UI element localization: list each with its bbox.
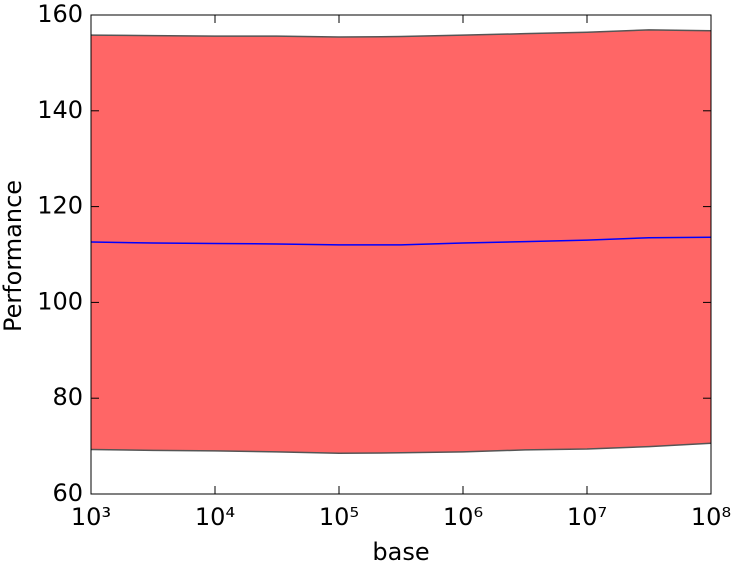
y-tick-label: 100 [37, 287, 83, 315]
band [91, 29, 711, 454]
x-tick-label: 10⁴ [195, 503, 235, 531]
x-tick-label: 10⁵ [319, 503, 359, 531]
x-tick-label: 10³ [71, 503, 111, 531]
y-tick-label: 80 [52, 383, 83, 411]
x-tick-label: 10⁶ [443, 503, 483, 531]
x-tick-label: 10⁷ [567, 503, 607, 531]
y-axis-label: Performance [0, 180, 27, 332]
y-tick-label: 160 [37, 0, 83, 28]
x-axis-label: base [372, 538, 429, 566]
y-tick-label: 60 [52, 479, 83, 507]
band-upper-edge [90, 29, 712, 38]
x-tick-label: 10⁸ [691, 503, 731, 531]
y-tick-label: 120 [37, 192, 83, 220]
band-lower-edge [90, 442, 712, 455]
plot-frame [90, 14, 712, 495]
y-tick-label: 140 [37, 96, 83, 124]
mean-line [90, 236, 712, 246]
